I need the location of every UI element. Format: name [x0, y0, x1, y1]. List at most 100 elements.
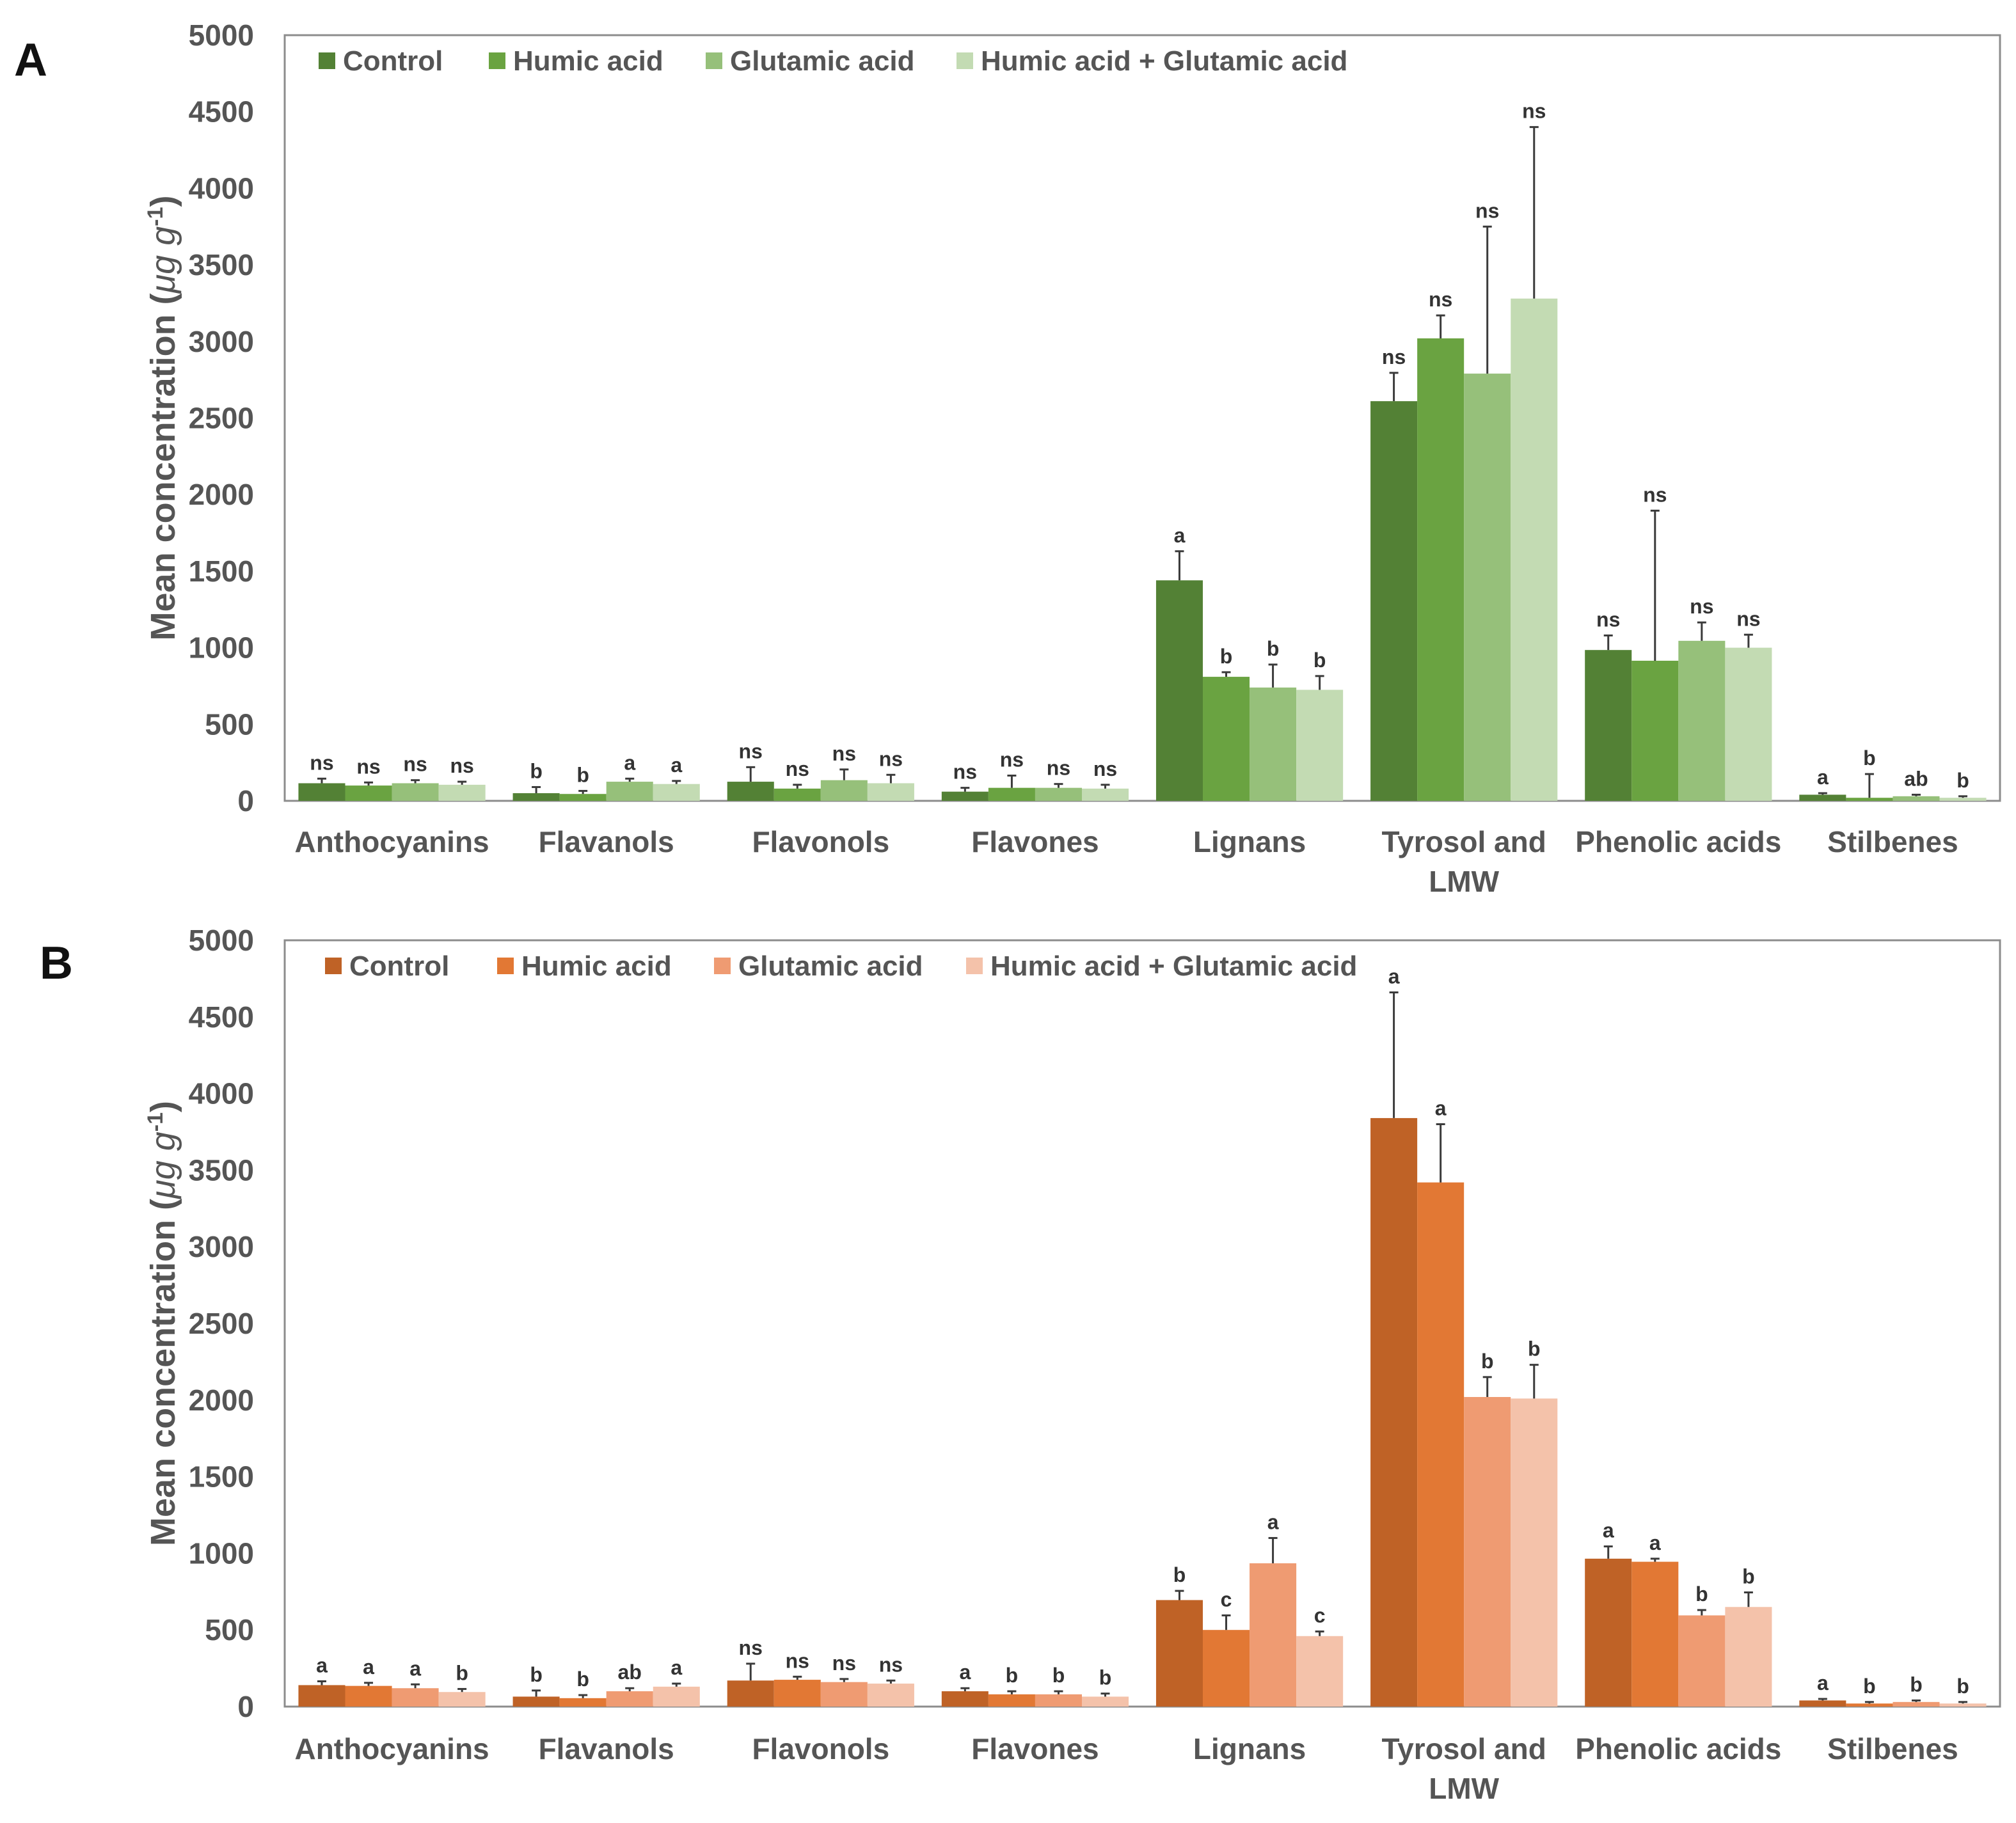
x-tick-label: Flavonols: [752, 1732, 889, 1765]
significance-label: ns: [786, 1649, 809, 1672]
legend-label: Humic acid: [521, 951, 672, 982]
bar: [1081, 1696, 1129, 1707]
x-tick-label: Stilbenes: [1827, 825, 1958, 858]
x-tick-label: LMW: [1429, 865, 1499, 898]
panel-b: B 0 500 1000 1500 2000 2500 3000 3500 4000 4500 500…: [40, 924, 2001, 1805]
y-tick-label: 4000: [189, 171, 254, 205]
y-tick-label: 1500: [189, 555, 254, 588]
bar: [727, 1680, 774, 1707]
y-tick-label: 1000: [189, 1536, 254, 1570]
x-tick-label: Lignans: [1193, 1732, 1306, 1765]
significance-label: b: [1099, 1666, 1112, 1689]
significance-label: b: [1742, 1565, 1755, 1588]
significance-label: b: [1267, 637, 1280, 660]
significance-label: ns: [739, 1636, 763, 1659]
significance-label: ab: [618, 1661, 642, 1684]
legend-label: Control: [349, 951, 449, 982]
x-tick-label: Flavones: [971, 825, 1099, 858]
y-tick-label: 500: [205, 707, 254, 741]
x-tick-label: Flavanols: [539, 1732, 674, 1765]
bar: [1155, 1600, 1203, 1707]
significance-label: b: [530, 1663, 543, 1686]
y-axis-label-exponent: -1: [143, 1112, 168, 1132]
bar: [774, 1680, 821, 1707]
panel-label: A: [14, 35, 47, 86]
significance-label: b: [1173, 1563, 1186, 1586]
significance-label: a: [316, 1653, 328, 1677]
y-tick-label: 1000: [189, 631, 254, 665]
significance-label: ns: [1093, 757, 1117, 780]
bar: [941, 791, 988, 801]
bar: [1155, 580, 1203, 801]
bar: [1846, 1703, 1893, 1707]
bar: [1585, 650, 1632, 801]
y-axis-label-unit: μg g: [144, 1132, 182, 1200]
legend-swatch: [489, 52, 505, 69]
bar: [606, 1691, 653, 1707]
bar: [345, 785, 392, 801]
bar: [820, 780, 868, 801]
significance-label: c: [1221, 1588, 1232, 1611]
significance-label: b: [1956, 1675, 1969, 1698]
bar: [438, 784, 486, 801]
bar: [1893, 796, 1940, 801]
panel-label: B: [40, 938, 73, 989]
bar: [1417, 1182, 1464, 1707]
bar: [1417, 338, 1464, 801]
bar: [1893, 1701, 1940, 1707]
legend-label: Humic acid + Glutamic acid: [990, 951, 1357, 982]
significance-label: b: [1910, 1673, 1923, 1696]
legend-label: Control: [343, 45, 443, 77]
legend-label: Humic acid: [513, 45, 663, 77]
legend-label: Glutamic acid: [730, 45, 915, 77]
bar: [1250, 687, 1297, 801]
bar: [1250, 1563, 1297, 1707]
significance-label: a: [1174, 524, 1186, 547]
significance-label: b: [1006, 1664, 1019, 1687]
significance-label: b: [1528, 1338, 1541, 1361]
y-tick-label: 4500: [189, 1000, 254, 1034]
y-tick-label: 0: [237, 1690, 254, 1723]
significance-label: ns: [832, 1652, 856, 1675]
bar: [1370, 401, 1418, 801]
significance-label: ab: [1904, 767, 1928, 790]
bar: [1081, 788, 1129, 801]
x-tick-label: Lignans: [1193, 825, 1306, 858]
significance-label: b: [456, 1661, 468, 1684]
y-tick-label: 5000: [189, 19, 254, 52]
significance-label: c: [1314, 1604, 1326, 1627]
significance-label: a: [1649, 1531, 1661, 1554]
panel-a: A 0 500 1000 1500 2000 2500 3000 3500 4000 4500 500…: [14, 19, 2001, 898]
significance-label: a: [1603, 1519, 1614, 1542]
y-tick-label: 2500: [189, 402, 254, 435]
bar: [988, 787, 1035, 801]
y-axis-label-part: Mean concentration (: [144, 1199, 182, 1546]
significance-label: ns: [403, 753, 427, 776]
legend-swatch: [325, 958, 342, 974]
significance-label: ns: [879, 1653, 903, 1676]
bar: [1370, 1117, 1418, 1707]
significance-label: a: [671, 1656, 682, 1679]
x-tick-label: Phenolic acids: [1575, 825, 1781, 858]
y-tick-label: 1500: [189, 1460, 254, 1494]
significance-label: a: [1817, 1671, 1829, 1694]
bar: [1203, 677, 1250, 801]
significance-label: a: [409, 1657, 421, 1680]
significance-label: ns: [1382, 345, 1406, 368]
bar: [1939, 798, 1987, 801]
bar: [1678, 640, 1726, 801]
bar: [1511, 298, 1558, 801]
bar: [298, 1685, 345, 1707]
bar: [298, 783, 345, 801]
bar: [1725, 1607, 1772, 1707]
bar: [727, 782, 774, 801]
plot-frame: [283, 34, 2001, 802]
bar: [1631, 1561, 1679, 1707]
significance-label: ns: [1429, 288, 1452, 311]
x-tick-label: Phenolic acids: [1575, 1732, 1781, 1765]
significance-label: b: [1863, 746, 1876, 769]
significance-label: ns: [1736, 607, 1760, 630]
bar: [988, 1694, 1035, 1707]
bar: [1846, 798, 1893, 801]
